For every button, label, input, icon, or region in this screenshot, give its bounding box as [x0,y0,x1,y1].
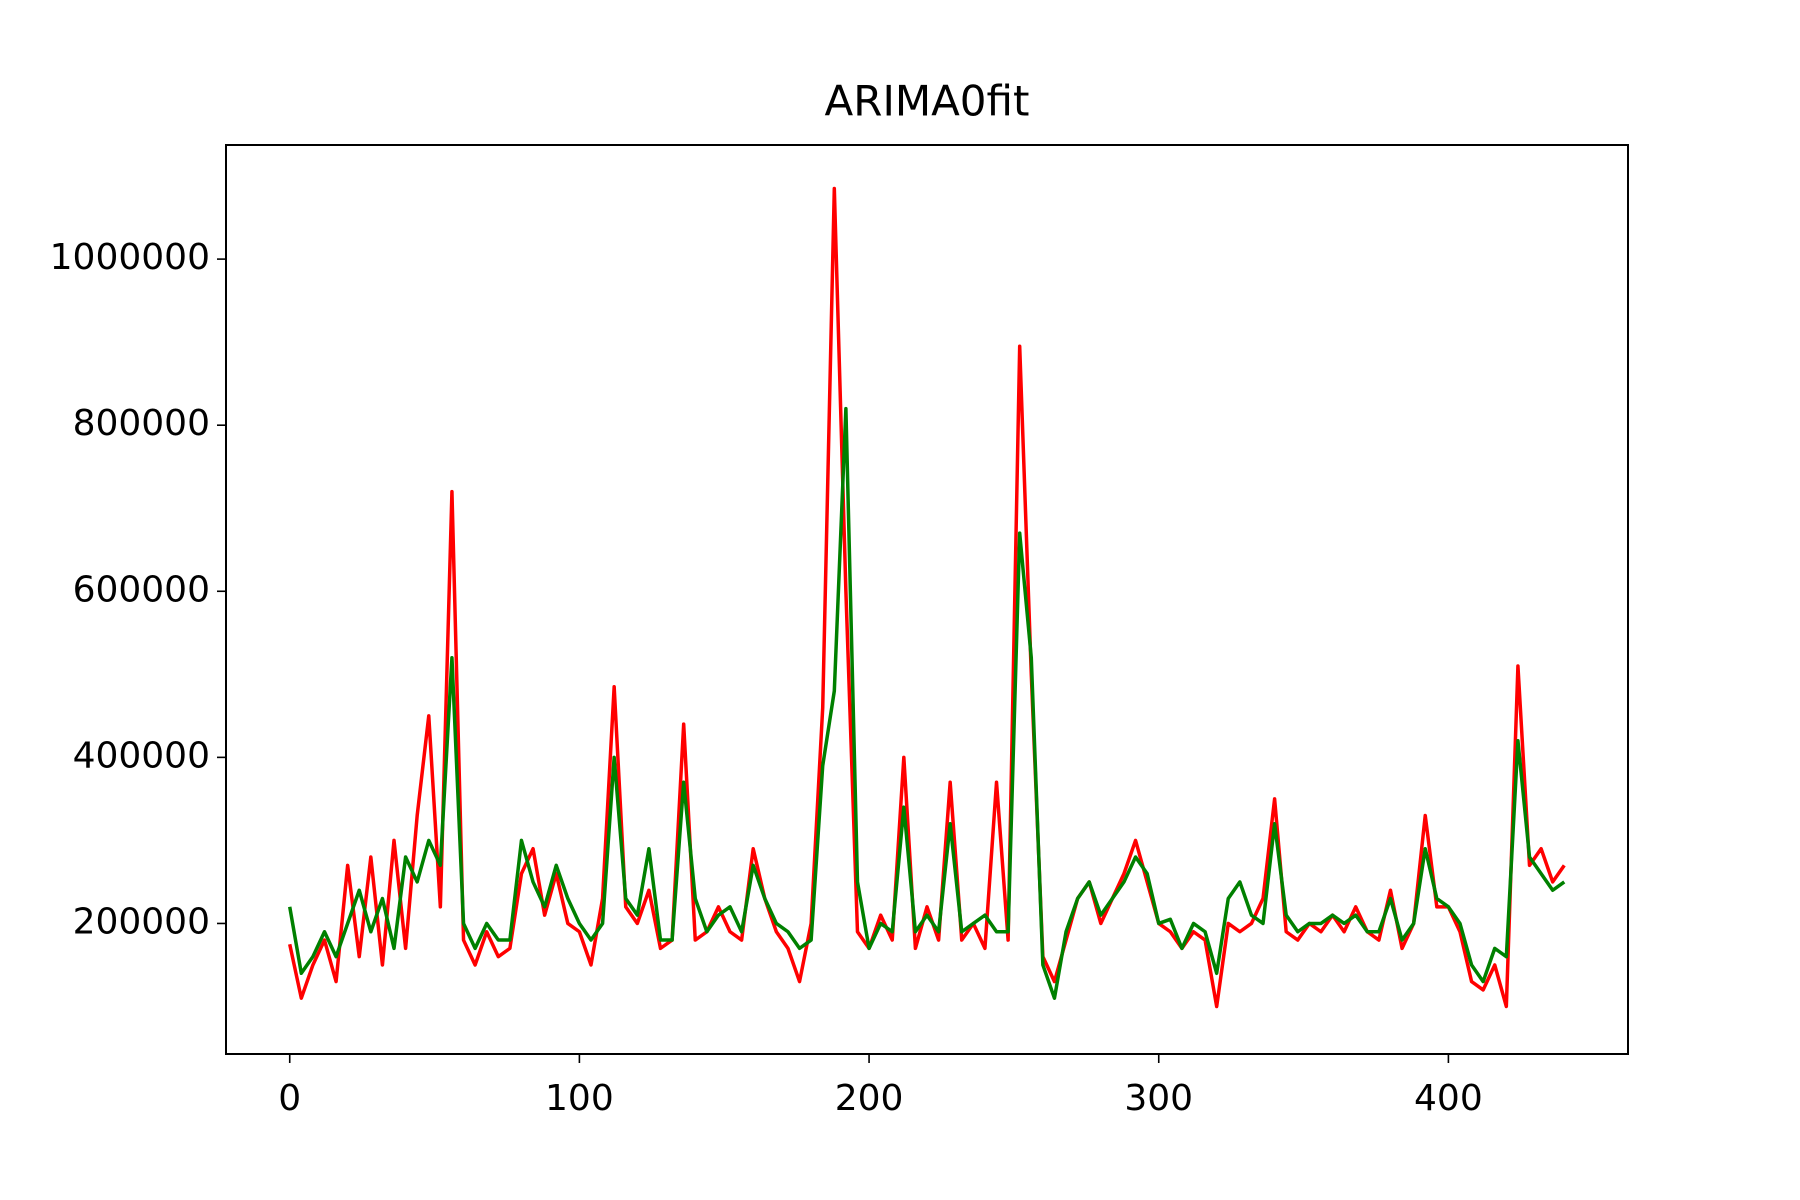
x-tick-label: 0 [278,1078,301,1119]
chart-title: ARIMA0fit [825,77,1030,126]
x-tick-label: 100 [545,1078,614,1119]
data-line [288,406,1566,1000]
x-tick-label: 200 [835,1078,904,1119]
x-tick-label: 300 [1124,1078,1193,1119]
y-tick-label: 200000 [73,901,210,942]
x-tick-label: 400 [1414,1078,1483,1119]
y-tick-label: 1000000 [50,237,210,278]
data-line [288,186,1566,1009]
y-tick-label: 400000 [73,735,210,776]
y-tick-label: 800000 [73,403,210,444]
y-tick-label: 600000 [73,569,210,610]
plot-frame [225,144,1629,1055]
